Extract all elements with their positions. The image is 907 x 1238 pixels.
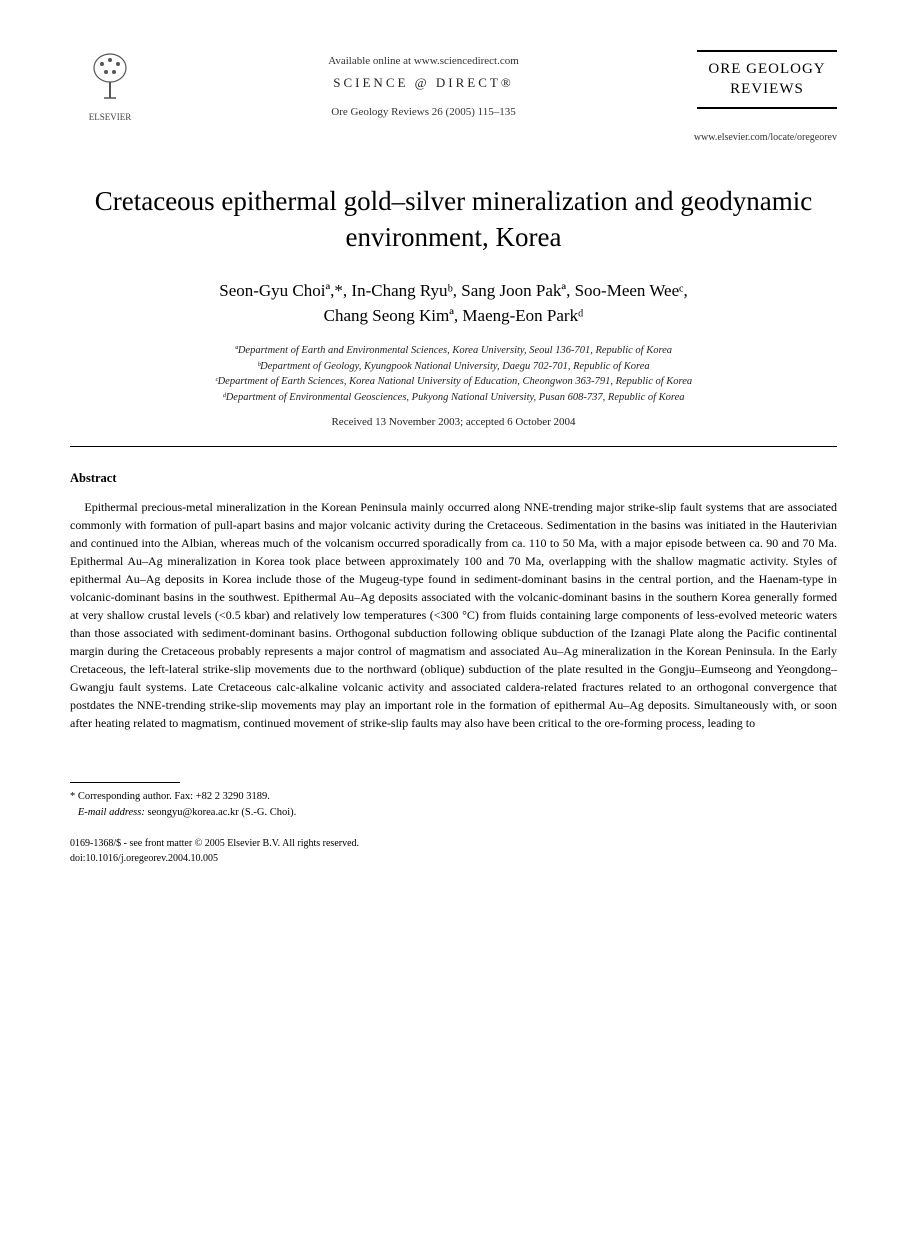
doi-line: doi:10.1016/j.oregeorev.2004.10.005 <box>70 851 837 866</box>
affiliations-block: ªDepartment of Earth and Environmental S… <box>70 343 837 406</box>
header-row: ELSEVIER Available online at www.science… <box>70 50 837 122</box>
publisher-name: ELSEVIER <box>70 112 150 122</box>
journal-box-wrapper: ORE GEOLOGY REVIEWS <box>697 50 837 109</box>
article-title: Cretaceous epithermal gold–silver minera… <box>70 183 837 256</box>
journal-title-box: ORE GEOLOGY REVIEWS <box>697 50 837 109</box>
journal-reference: Ore Geology Reviews 26 (2005) 115–135 <box>150 106 697 118</box>
affiliation-a: ªDepartment of Earth and Environmental S… <box>70 343 837 359</box>
journal-url: www.elsevier.com/locate/oregeorev <box>70 132 837 143</box>
article-dates: Received 13 November 2003; accepted 6 Oc… <box>70 416 837 428</box>
journal-name-line1: ORE GEOLOGY <box>701 60 833 80</box>
science-direct-brand: SCIENCE @ DIRECT® <box>150 75 697 91</box>
elsevier-logo: ELSEVIER <box>70 50 150 122</box>
affiliation-d: ᵈDepartment of Environmental Geosciences… <box>70 390 837 406</box>
authors-line2: Chang Seong Kimª, Maeng-Eon Parkᵈ <box>70 303 837 329</box>
copyright-line1: 0169-1368/$ - see front matter © 2005 El… <box>70 836 837 851</box>
available-online-text: Available online at www.sciencedirect.co… <box>150 55 697 67</box>
footnote-rule <box>70 782 180 783</box>
corresponding-author: * Corresponding author. Fax: +82 2 3290 … <box>70 789 837 805</box>
journal-name-line2: REVIEWS <box>701 80 833 100</box>
copyright-block: 0169-1368/$ - see front matter © 2005 El… <box>70 836 837 866</box>
center-header: Available online at www.sciencedirect.co… <box>150 50 697 118</box>
abstract-body: Epithermal precious-metal mineralization… <box>70 498 837 732</box>
email-address: seongyu@korea.ac.kr (S.-G. Choi). <box>147 807 296 818</box>
authors-line1: Seon-Gyu Choiª,*, In-Chang Ryuᵇ, Sang Jo… <box>70 278 837 304</box>
email-line: E-mail address: seongyu@korea.ac.kr (S.-… <box>70 805 837 821</box>
divider-rule <box>70 446 837 447</box>
abstract-heading: Abstract <box>70 471 837 486</box>
email-label: E-mail address: <box>78 807 145 818</box>
affiliation-c: ᶜDepartment of Earth Sciences, Korea Nat… <box>70 374 837 390</box>
affiliation-b: ᵇDepartment of Geology, Kyungpook Nation… <box>70 359 837 375</box>
footnote-block: * Corresponding author. Fax: +82 2 3290 … <box>70 789 837 821</box>
elsevier-tree-icon <box>70 50 150 112</box>
authors-block: Seon-Gyu Choiª,*, In-Chang Ryuᵇ, Sang Jo… <box>70 278 837 329</box>
